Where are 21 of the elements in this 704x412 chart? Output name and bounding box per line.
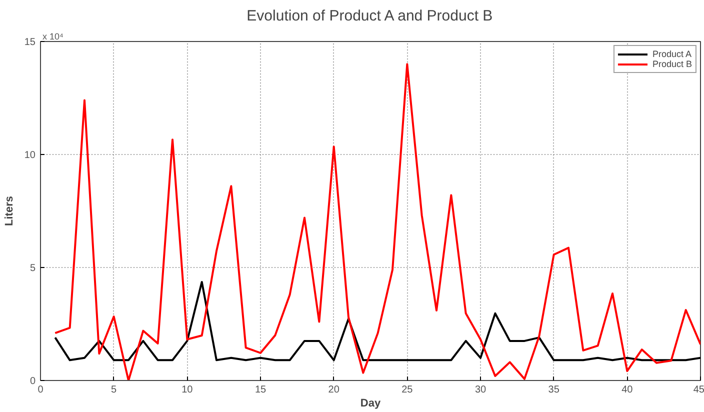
x-tick-label: 25 [402,384,414,396]
x-tick-label: 35 [548,384,560,396]
x-tick-label: 20 [328,384,340,396]
x-tick-label: 40 [622,384,634,396]
annotation: x 10⁴ [42,32,64,42]
x-tick-label: 0 [38,384,44,396]
x-tick-label: 10 [182,384,194,396]
x-tick-label: 30 [474,384,486,396]
y-tick-label: 15 [24,37,36,48]
x-tick-label: 5 [111,384,118,396]
x-axis-title: Day [360,398,382,410]
x-tick-label: 15 [254,384,266,396]
chart-title: Evolution of Product A and Product B [246,8,493,24]
line-series [54,280,700,362]
y-tick-label: 10 [24,150,36,161]
x-tick-label: 45 [693,384,704,396]
y-tick-label: 0 [30,376,36,387]
legend-label: Product B [652,59,692,69]
y-tick-label: 5 [30,263,36,274]
legend-label: Product A [652,49,692,59]
y-axis-title: Liters [3,196,16,226]
